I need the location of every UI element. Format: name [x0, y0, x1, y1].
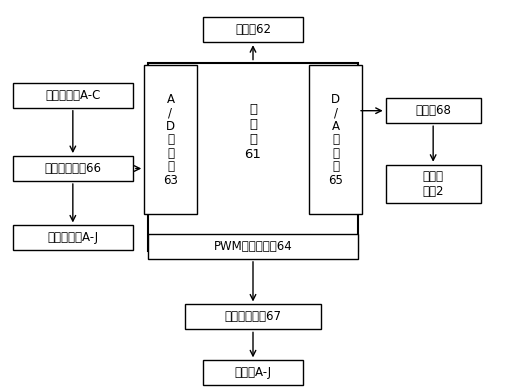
Text: A
/
D
采
集
卡
63: A / D 采 集 卡 63: [163, 93, 178, 187]
Text: PWM信号输出卡64: PWM信号输出卡64: [213, 240, 292, 253]
Text: 电磁阀A-J: 电磁阀A-J: [234, 366, 271, 379]
Text: 工
控
机
61: 工 控 机 61: [244, 103, 261, 161]
Text: 流量传感器A-C: 流量传感器A-C: [45, 89, 100, 102]
Bar: [147, 63, 358, 251]
Bar: [13, 83, 133, 108]
Bar: [13, 156, 133, 181]
Bar: [147, 234, 358, 259]
Bar: [385, 98, 480, 123]
Bar: [203, 17, 302, 42]
Text: 比例溢
流阀2: 比例溢 流阀2: [422, 170, 443, 198]
Bar: [385, 165, 480, 203]
Bar: [203, 360, 302, 386]
Text: 功率输出模块67: 功率输出模块67: [224, 310, 281, 323]
Text: 显示器62: 显示器62: [234, 23, 271, 36]
Bar: [144, 65, 196, 214]
Text: 压力传感器A-J: 压力传感器A-J: [47, 231, 98, 244]
Bar: [185, 304, 320, 330]
Bar: [309, 65, 361, 214]
Text: D
/
A
输
出
卡
65: D / A 输 出 卡 65: [327, 93, 342, 187]
Text: 信号调理单元66: 信号调理单元66: [44, 162, 101, 175]
Text: 放大器68: 放大器68: [415, 104, 450, 117]
Bar: [13, 225, 133, 250]
